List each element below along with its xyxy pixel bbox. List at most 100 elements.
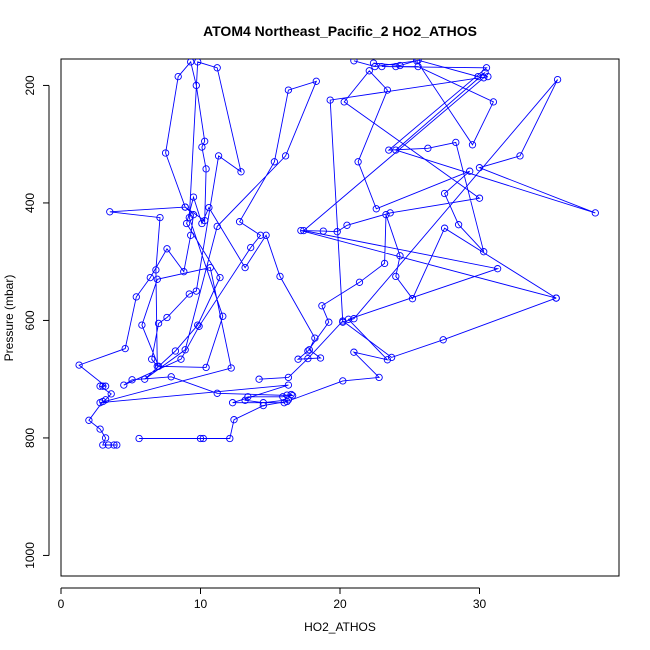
data-layer (75, 59, 599, 449)
data-point (213, 389, 221, 397)
data-point (195, 322, 203, 330)
x-tick-label: 20 (333, 597, 347, 611)
data-point (163, 245, 171, 253)
data-point (380, 259, 389, 268)
data-point (185, 290, 193, 298)
data-point (194, 321, 202, 329)
data-point (237, 168, 245, 176)
data-point (198, 143, 206, 151)
data-point (174, 72, 182, 81)
data-point (553, 75, 562, 84)
data-point (99, 441, 107, 449)
data-point (414, 59, 422, 64)
data-point (516, 152, 524, 160)
data-point (480, 248, 488, 256)
data-point (480, 74, 488, 82)
data-point (107, 390, 115, 398)
data-point (369, 59, 378, 67)
data-point (468, 141, 477, 149)
data-point (153, 275, 161, 283)
data-point (259, 401, 267, 410)
data-point (85, 416, 93, 424)
data-point (201, 137, 209, 145)
data-point (187, 231, 195, 239)
data-point (284, 381, 293, 389)
data-point (311, 334, 319, 342)
x-axis-label: HO2_ATHOS (304, 620, 376, 634)
data-point (493, 265, 502, 273)
y-tick-label: 200 (23, 75, 37, 95)
data-point (365, 67, 373, 75)
data-point (177, 355, 185, 363)
data-point (205, 203, 213, 212)
data-point (213, 64, 221, 72)
data-point (189, 193, 198, 201)
data-point (120, 381, 128, 389)
data-point (163, 313, 171, 322)
data-point (481, 68, 489, 77)
data-point (230, 416, 238, 424)
data-point (372, 205, 380, 213)
data-point (392, 62, 400, 71)
data-point (216, 273, 224, 282)
data-point (213, 222, 221, 231)
data-point (161, 149, 170, 157)
data-point (181, 346, 189, 354)
data-point (152, 266, 160, 274)
data-point (475, 194, 484, 202)
data-point (339, 377, 347, 385)
y-tick-label: 800 (23, 428, 37, 448)
data-point (318, 302, 326, 310)
data-point (214, 152, 223, 160)
data-point (276, 272, 284, 281)
data-point (396, 252, 404, 260)
data-point (101, 434, 110, 442)
data-point (185, 213, 193, 222)
data-point (154, 362, 163, 370)
data-point (382, 211, 390, 219)
data-point (325, 318, 333, 326)
data-point (350, 348, 358, 356)
x-tick-label: 10 (194, 597, 208, 611)
data-point (340, 98, 348, 106)
data-point (255, 375, 263, 383)
data-point (316, 354, 325, 362)
data-point (154, 319, 163, 328)
data-point (171, 347, 180, 355)
data-point (392, 272, 400, 281)
data-point (156, 213, 164, 222)
data-point (106, 208, 114, 216)
data-point (256, 231, 265, 239)
data-point (192, 287, 200, 295)
data-point (475, 164, 484, 172)
chart-title: ATOM4 Northeast_Pacific_2 HO2_ATHOS (203, 23, 477, 39)
data-point (146, 273, 154, 282)
data-point (96, 425, 104, 433)
data-point (312, 77, 320, 85)
data-point (424, 144, 432, 152)
data-point (180, 268, 188, 276)
data-point (104, 441, 113, 449)
data-point (294, 355, 302, 363)
plot-area: 0 10 20 30 200 400 600 800 1000 (23, 58, 620, 611)
data-point (138, 321, 146, 329)
y-tick-label: 400 (23, 193, 37, 213)
data-point (474, 72, 482, 81)
data-point (300, 226, 308, 235)
data-point (287, 390, 295, 399)
data-point (350, 59, 358, 65)
data-point (181, 203, 189, 211)
data-point (75, 361, 83, 369)
data-point (167, 373, 175, 381)
data-point (135, 434, 143, 443)
data-point (440, 224, 449, 232)
data-point (284, 86, 293, 94)
data-point (326, 96, 334, 104)
data-point (482, 64, 491, 72)
data-point (226, 434, 234, 443)
data-point (284, 373, 293, 382)
data-point (354, 158, 362, 166)
data-point (101, 396, 110, 404)
